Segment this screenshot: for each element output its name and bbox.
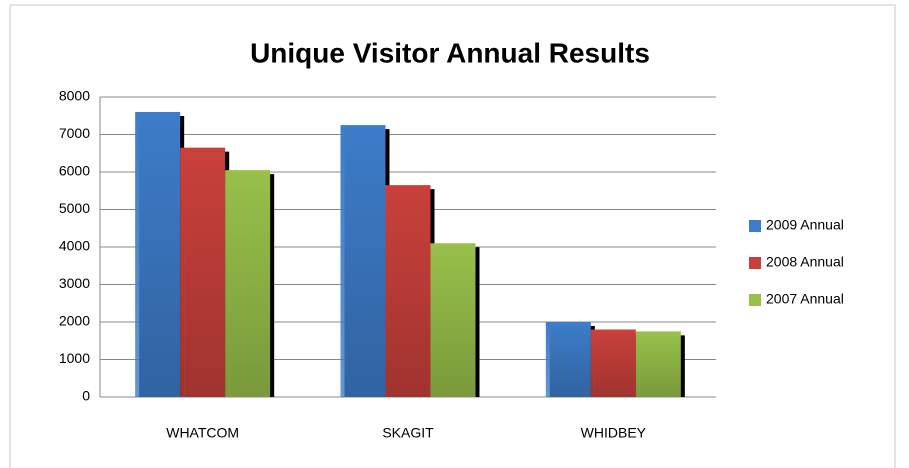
bar bbox=[545, 322, 591, 397]
bar bbox=[590, 329, 636, 397]
legend-label: 2009 Annual bbox=[766, 217, 844, 233]
x-tick-label: SKAGIT bbox=[382, 425, 434, 441]
legend-label: 2008 Annual bbox=[766, 254, 844, 270]
y-tick-label: 2000 bbox=[59, 313, 90, 329]
y-tick-label: 1000 bbox=[59, 350, 90, 366]
y-tick-label: 3000 bbox=[59, 275, 90, 291]
y-tick-label: 5000 bbox=[59, 200, 90, 216]
y-tick-label: 7000 bbox=[59, 125, 90, 141]
x-tick-label: WHATCOM bbox=[166, 425, 239, 441]
bar bbox=[430, 243, 476, 397]
bar bbox=[385, 185, 431, 397]
chart-title: Unique Visitor Annual Results bbox=[250, 37, 650, 68]
y-tick-label: 0 bbox=[82, 388, 90, 404]
legend-label: 2007 Annual bbox=[766, 291, 844, 307]
bar bbox=[180, 147, 226, 397]
y-tick-label: 6000 bbox=[59, 163, 90, 179]
bar bbox=[635, 331, 681, 397]
bar bbox=[340, 125, 386, 397]
bar bbox=[135, 112, 181, 397]
x-tick-label: WHIDBEY bbox=[581, 425, 647, 441]
legend-swatch bbox=[749, 257, 761, 269]
bar bbox=[225, 170, 271, 397]
y-tick-label: 4000 bbox=[59, 238, 90, 254]
y-tick-label: 8000 bbox=[59, 88, 90, 104]
legend-swatch bbox=[749, 294, 761, 306]
legend-swatch bbox=[749, 220, 761, 232]
